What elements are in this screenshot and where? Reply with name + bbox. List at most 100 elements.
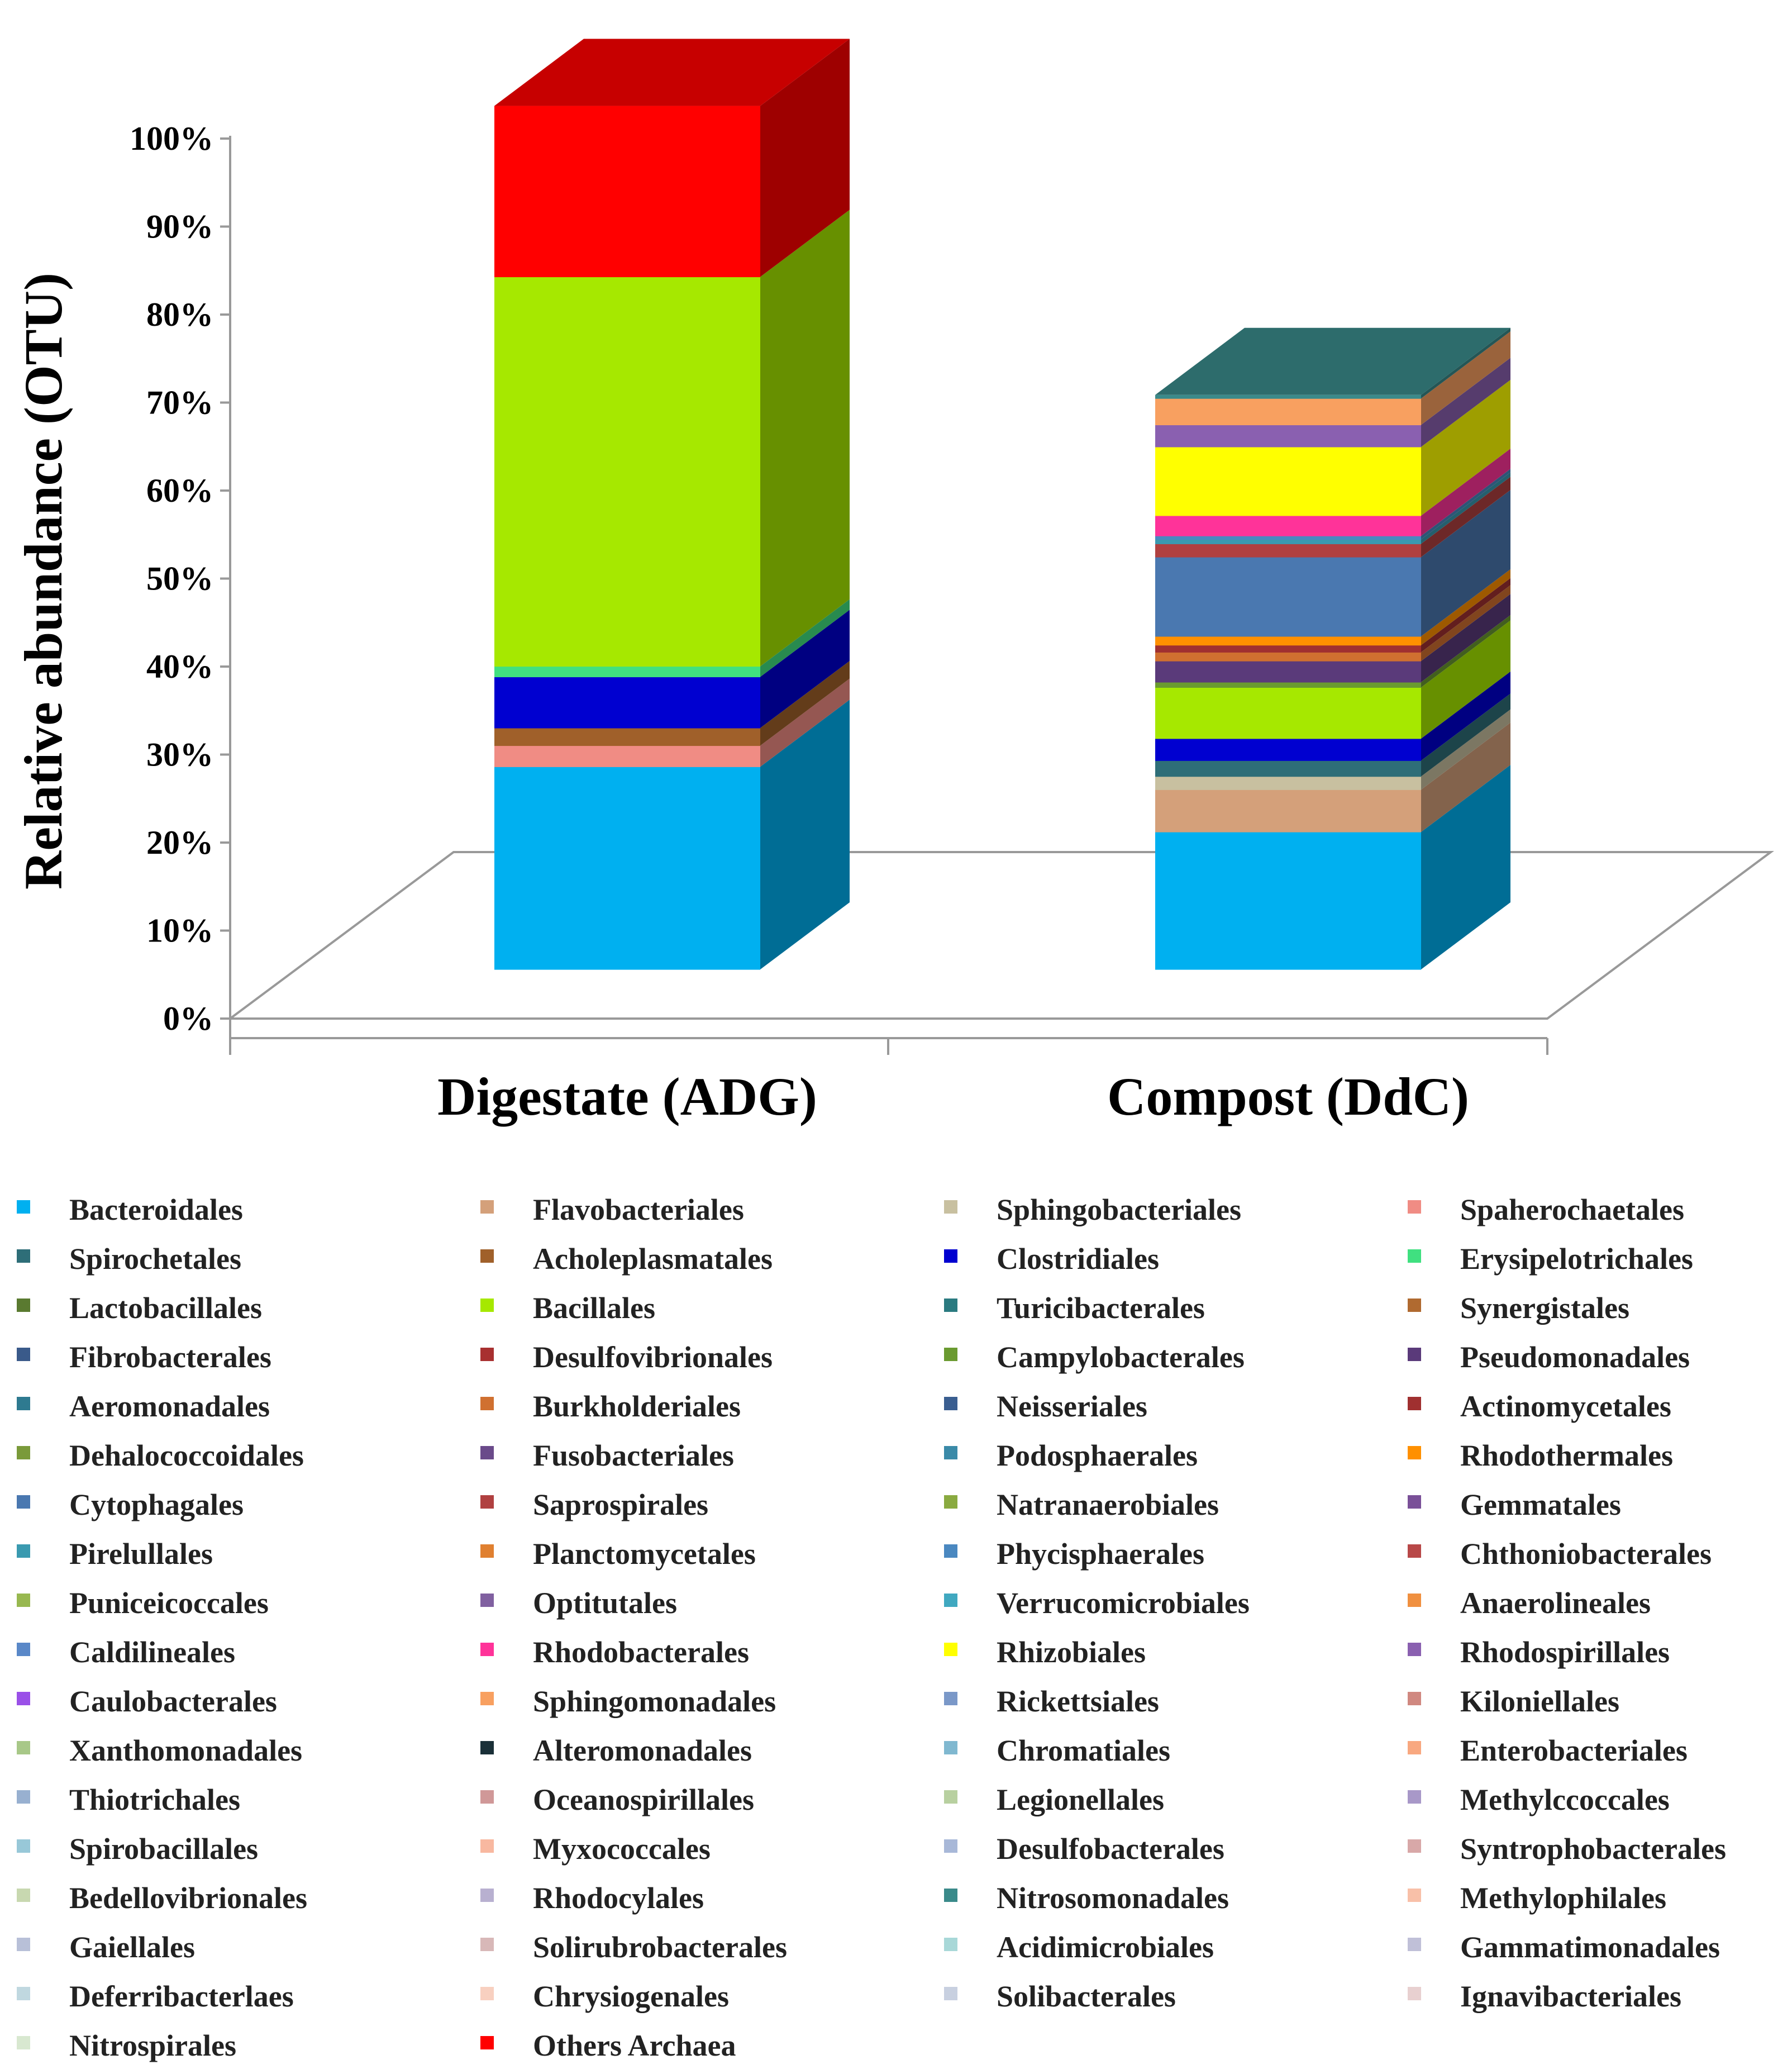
legend-entry: Fusobacteriales <box>480 1439 734 1472</box>
legend-swatch <box>1408 1889 1421 1902</box>
legend-label: Bedellovibrionales <box>69 1881 307 1915</box>
legend-label: Desulfobacterales <box>997 1832 1224 1866</box>
legend-swatch <box>17 1594 30 1607</box>
legend-entry: Rhodobacterales <box>480 1635 749 1669</box>
legend-label: Enterobacteriales <box>1460 1734 1688 1767</box>
bar-segment-front <box>1155 425 1421 448</box>
legend-label: Verrucomicrobiales <box>997 1586 1250 1620</box>
legend-swatch <box>944 1790 957 1804</box>
legend-label: Thiotrichales <box>69 1783 240 1816</box>
bar-segment-side <box>1421 615 1510 688</box>
legend-label: Synergistales <box>1460 1291 1629 1325</box>
legend-label: Spaherochaetales <box>1460 1193 1684 1226</box>
legend-label: Kiloniellales <box>1460 1685 1619 1718</box>
bar-segment-side <box>1421 594 1510 682</box>
legend-label: Methylccoccales <box>1460 1783 1670 1816</box>
legend-entry: Erysipelotrichales <box>1408 1242 1693 1276</box>
legend-swatch <box>944 1249 957 1263</box>
bar-segment-side <box>1421 477 1510 557</box>
legend-swatch <box>944 1495 957 1509</box>
bar-segment-side <box>760 660 850 746</box>
legend-swatch <box>480 1200 494 1214</box>
legend-entry: Sphingobacteriales <box>944 1193 1241 1226</box>
y-tick-label: 80% <box>146 296 213 333</box>
legend-swatch <box>944 1446 957 1459</box>
bar-segment-side <box>1421 358 1510 447</box>
legend-entry: Ignavibacteriales <box>1408 1980 1681 2013</box>
legend-label: Optitutales <box>533 1586 677 1620</box>
bar-segment-front <box>1155 760 1421 777</box>
legend-swatch <box>17 1839 30 1853</box>
legend-label: Others Archaea <box>533 2029 736 2062</box>
legend-label: Lactobacillales <box>69 1291 262 1325</box>
y-tick-label: 10% <box>146 912 213 949</box>
legend-swatch <box>17 1446 30 1459</box>
bar-segment-side <box>1421 472 1510 544</box>
legend-swatch <box>944 1348 957 1361</box>
category-label: Compost (DdC) <box>1107 1067 1469 1126</box>
legend-label: Acidimicrobiales <box>997 1930 1214 1964</box>
legend-swatch <box>17 1544 30 1558</box>
bar-segment-front <box>1155 446 1421 516</box>
legend-label: Ignavibacteriales <box>1460 1980 1681 2013</box>
legend-entry: Acholeplasmatales <box>480 1242 773 1276</box>
legend-label: Nitrosomonadales <box>997 1881 1229 1915</box>
legend-entry: Myxococcales <box>480 1832 711 1866</box>
bar-segment-front <box>1155 682 1421 688</box>
legend-label: Phycisphaerales <box>997 1537 1204 1571</box>
legend-swatch <box>480 1249 494 1263</box>
legend-swatch <box>1408 1495 1421 1509</box>
legend-swatch <box>1408 1200 1421 1214</box>
legend-label: Pseudomonadales <box>1460 1340 1690 1374</box>
legend-entry: Thiotrichales <box>17 1783 240 1816</box>
legend-entry: Aeromonadales <box>17 1390 270 1423</box>
legend-swatch <box>944 1200 957 1214</box>
legend-label: Rhizobiales <box>997 1635 1146 1669</box>
legend-label: Fusobacteriales <box>533 1439 734 1472</box>
legend-label: Acholeplasmatales <box>533 1242 773 1276</box>
legend-label: Erysipelotrichales <box>1460 1242 1693 1276</box>
legend-entry: Clostridiales <box>944 1242 1159 1276</box>
legend-entry: Bacteroidales <box>17 1193 243 1226</box>
legend-entry: Bacillales <box>480 1291 655 1325</box>
bar-segment-side <box>1421 327 1510 399</box>
legend-label: Natranaerobiales <box>997 1488 1219 1521</box>
legend-label: Flavobacteriales <box>533 1193 744 1226</box>
legend-entry: Burkholderiales <box>480 1390 741 1423</box>
legend-entry: Deferribacterlaes <box>17 1980 294 2013</box>
bar-segment-front <box>494 767 760 970</box>
legend-entry: Others Archaea <box>480 2029 736 2062</box>
legend-entry: Xanthomonadales <box>17 1734 302 1767</box>
legend-swatch <box>480 1348 494 1361</box>
bar-segment-front <box>1155 398 1421 426</box>
legend-swatch <box>17 1249 30 1263</box>
legend-entry: Planctomycetales <box>480 1537 756 1571</box>
legend-label: Rhodothermales <box>1460 1439 1673 1472</box>
bar-segment-side <box>760 599 850 677</box>
legend-swatch <box>1408 1938 1421 1951</box>
legend-label: Legionellales <box>997 1783 1164 1816</box>
y-tick-label: 50% <box>146 560 213 597</box>
bar-segment-side <box>1421 585 1510 662</box>
legend-swatch <box>944 1643 957 1656</box>
legend-entry: Spirochetales <box>17 1242 241 1276</box>
legend-swatch <box>480 1446 494 1459</box>
legend-label: Campylobacterales <box>997 1340 1245 1374</box>
legend-label: Xanthomonadales <box>69 1734 302 1767</box>
legend-swatch <box>944 1397 957 1410</box>
y-tick-label: 30% <box>146 736 213 773</box>
legend-entry: Kiloniellales <box>1408 1685 1619 1718</box>
legend-entry: Caldilineales <box>17 1635 235 1669</box>
legend-entry: Anaerolineales <box>1408 1586 1651 1620</box>
chart-floor <box>226 851 1775 1020</box>
legend-entry: Synergistales <box>1408 1291 1629 1325</box>
legend-label: Podosphaerales <box>997 1439 1198 1472</box>
bar-segment-front <box>1155 539 1421 544</box>
legend-swatch <box>480 1495 494 1509</box>
legend-entry: Verrucomicrobiales <box>944 1586 1250 1620</box>
legend-swatch <box>480 1790 494 1804</box>
legend-entry: Rhodospirillales <box>1408 1635 1670 1669</box>
bar-segment-front <box>1155 661 1421 683</box>
legend-swatch <box>944 1938 957 1951</box>
